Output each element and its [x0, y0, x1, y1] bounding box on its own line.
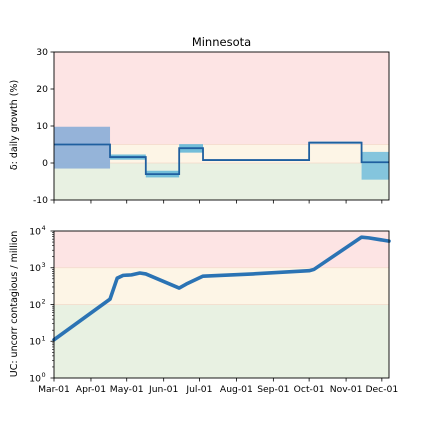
x-tick-label-0: Mar-01 — [38, 384, 70, 395]
bottom-band-0 — [54, 231, 389, 268]
top-y-tick-label-0: -10 — [33, 195, 48, 206]
contagious-line — [52, 235, 391, 342]
bottom-band-2 — [54, 304, 389, 378]
x-tick-label-7: Oct-01 — [294, 384, 325, 395]
top-band-2 — [54, 163, 389, 200]
top-y-tick-label-3: 20 — [36, 84, 48, 95]
x-tick-label-3: Jun-01 — [148, 384, 178, 395]
bottom-y-tick-label-4: 10 — [29, 226, 41, 237]
bottom-y-axis-label: UC: uncorr contagious / million — [9, 231, 20, 378]
x-tick-label-5: Aug-01 — [220, 384, 253, 395]
bottom-y-tick-exp-3: 3 — [42, 261, 46, 269]
x-tick-label-1: Apr-01 — [76, 384, 106, 395]
series-lines — [52, 141, 391, 342]
bottom-y-tick-label-3: 10 — [29, 263, 41, 274]
uncertainty-box-0 — [54, 126, 111, 169]
bottom-band-1 — [54, 267, 389, 305]
bottom-y-tick-exp-1: 1 — [42, 334, 46, 342]
uncertainty-box-6 — [361, 151, 389, 180]
top-y-tick-label-4: 30 — [36, 47, 48, 58]
bottom-y-tick-exp-4: 4 — [42, 224, 46, 232]
bottom-y-tick-exp-0: 0 — [42, 371, 46, 379]
growth-step-line — [54, 141, 389, 175]
background-bands — [54, 52, 389, 378]
bottom-y-tick-exp-2: 2 — [42, 298, 46, 306]
x-tick-label-8: Nov-01 — [330, 384, 363, 395]
axes — [50, 51, 390, 382]
x-tick-label-4: Jul-01 — [185, 384, 212, 395]
axis-text: Minnesota δ: daily growth (%) UC: uncorr… — [9, 35, 398, 395]
x-tick-label-6: Sep-01 — [257, 384, 289, 395]
x-tick-label-9: Dec-01 — [365, 384, 398, 395]
x-tick-label-2: May-01 — [110, 384, 144, 395]
chart-title: Minnesota — [192, 35, 251, 49]
top-y-tick-label-2: 10 — [36, 121, 48, 132]
top-y-axis-label: δ: daily growth (%) — [9, 80, 20, 170]
bottom-y-tick-label-1: 10 — [29, 337, 41, 348]
top-y-tick-label-1: 0 — [42, 158, 48, 169]
bottom-y-tick-label-0: 10 — [29, 373, 41, 384]
bottom-y-tick-label-2: 10 — [29, 300, 41, 311]
